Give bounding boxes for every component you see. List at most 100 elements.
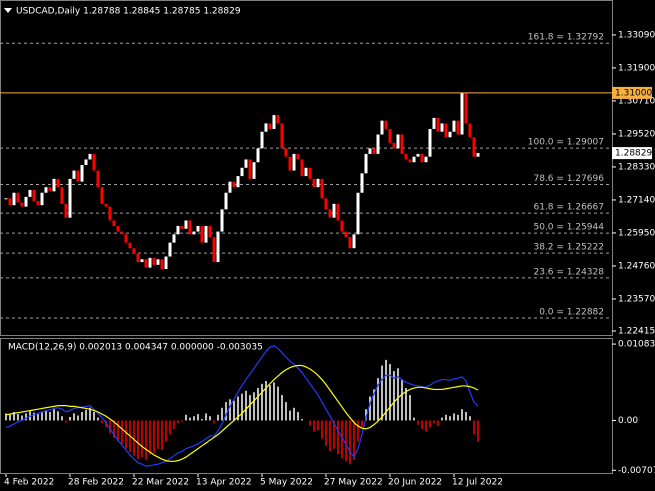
candle xyxy=(192,231,196,235)
candle xyxy=(456,120,460,135)
candle xyxy=(20,202,24,207)
last-price-box xyxy=(612,147,652,160)
candle xyxy=(228,181,232,193)
candle xyxy=(440,123,444,132)
candle xyxy=(260,131,264,149)
candle xyxy=(36,201,40,206)
candle xyxy=(148,257,152,268)
candle xyxy=(204,226,208,243)
candle xyxy=(164,256,168,269)
candle xyxy=(292,153,296,171)
candle xyxy=(248,159,252,179)
candle xyxy=(296,153,300,160)
candle xyxy=(344,231,348,238)
candle xyxy=(156,259,160,265)
candle xyxy=(16,192,20,203)
candle xyxy=(416,153,420,157)
candle xyxy=(152,257,156,265)
candle xyxy=(336,203,340,221)
candle xyxy=(288,156,292,171)
candle xyxy=(80,165,84,182)
candle xyxy=(188,220,192,235)
y-tick-label: 0.010838 xyxy=(618,340,655,350)
x-tick-label: 13 Apr 2022 xyxy=(196,478,252,488)
candle xyxy=(364,153,368,174)
candle xyxy=(72,170,76,179)
candle xyxy=(392,142,396,149)
fib-label: 78.6 = 1.27696 xyxy=(533,174,604,184)
candle xyxy=(352,234,356,249)
candle xyxy=(112,220,116,227)
candle xyxy=(144,259,148,268)
y-tick-label: 0.00 xyxy=(618,416,638,426)
candle xyxy=(424,156,428,163)
candle xyxy=(252,162,256,179)
candle xyxy=(128,242,132,249)
candle xyxy=(332,203,336,218)
candle xyxy=(304,167,308,177)
candle xyxy=(32,189,36,202)
candle xyxy=(272,115,276,129)
candle xyxy=(368,148,372,154)
candle xyxy=(468,123,472,138)
candle xyxy=(200,226,204,243)
candle xyxy=(56,178,60,188)
fib-label: 23.6 = 1.24328 xyxy=(533,267,604,277)
y-tick-label: 1.29520 xyxy=(618,129,655,139)
fib-label: 38.2 = 1.25222 xyxy=(533,243,604,253)
candle xyxy=(408,159,412,163)
candle xyxy=(384,120,388,129)
last-price-label: 1.28829 xyxy=(615,149,652,159)
candle xyxy=(300,159,304,177)
candle xyxy=(104,203,108,207)
candle xyxy=(184,220,188,229)
candle xyxy=(160,259,164,269)
candle xyxy=(452,120,456,132)
candle xyxy=(236,176,240,188)
main-frame xyxy=(0,0,613,336)
candle xyxy=(372,148,376,154)
x-tick-label: 5 May 2022 xyxy=(260,478,313,488)
y-tick-label: -0.007072 xyxy=(618,466,655,476)
candle xyxy=(448,131,452,138)
candle xyxy=(428,128,432,157)
candle xyxy=(256,148,260,163)
candle xyxy=(280,123,284,149)
candle xyxy=(472,137,476,157)
candle xyxy=(108,206,112,221)
candle xyxy=(60,187,64,204)
y-tick-label: 1.33090 xyxy=(618,30,655,40)
candle xyxy=(208,226,212,238)
candle xyxy=(44,187,48,193)
x-tick-label: 20 Jun 2022 xyxy=(388,478,442,488)
macd-title: MACD(12,26,9) 0.002013 0.004347 0.000000… xyxy=(8,343,263,353)
price-box-label: 1.31000 xyxy=(615,88,652,98)
candle xyxy=(48,187,52,192)
candle xyxy=(388,128,392,143)
candle xyxy=(68,178,72,218)
candle xyxy=(84,159,88,166)
candle xyxy=(348,237,352,249)
candle xyxy=(436,117,440,132)
candle xyxy=(132,248,136,254)
y-tick-label: 1.27140 xyxy=(618,195,655,205)
candle xyxy=(340,220,344,232)
y-tick-label: 1.30710 xyxy=(618,96,655,106)
y-tick-label: 1.24760 xyxy=(618,261,655,271)
candle xyxy=(136,253,140,263)
candle xyxy=(420,153,424,163)
candle xyxy=(120,231,124,235)
y-tick-label: 1.28330 xyxy=(618,162,655,172)
candle xyxy=(324,198,328,210)
candle xyxy=(40,192,44,206)
candle xyxy=(216,231,220,263)
candle xyxy=(464,92,468,124)
candle xyxy=(212,237,216,263)
candle xyxy=(476,153,480,157)
y-tick-label: 1.25950 xyxy=(618,228,655,238)
candle xyxy=(28,189,32,197)
candle xyxy=(196,226,200,232)
candle xyxy=(320,178,324,199)
candle xyxy=(268,123,272,129)
